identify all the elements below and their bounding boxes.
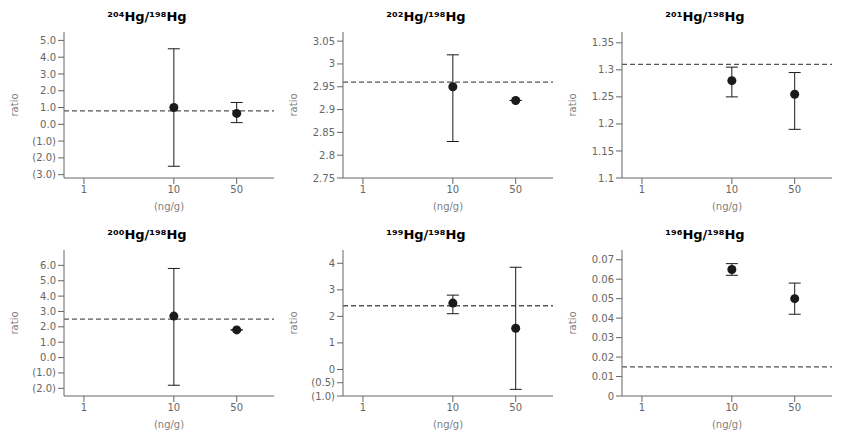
svg-text:3: 3 (329, 58, 335, 69)
svg-text:(ng/g): (ng/g) (154, 419, 184, 430)
svg-text:3.05: 3.05 (313, 36, 335, 47)
svg-text:10: 10 (167, 184, 180, 195)
html-text:¹⁹⁶Hg/¹⁹⁸Hg: ¹⁹⁶Hg/¹⁹⁸Hg (665, 227, 745, 242)
svg-text:50: 50 (509, 402, 522, 413)
html-text:¹⁹⁹Hg/¹⁹⁸Hg: ¹⁹⁹Hg/¹⁹⁸Hg (386, 227, 466, 242)
svg-text:(1.0): (1.0) (32, 367, 56, 378)
svg-text:50: 50 (509, 184, 522, 195)
svg-text:(ng/g): (ng/g) (712, 201, 742, 212)
svg-text:1.25: 1.25 (592, 91, 614, 102)
svg-text:(2.0): (2.0) (32, 152, 56, 163)
svg-text:4.0: 4.0 (40, 52, 56, 63)
svg-text:4: 4 (329, 258, 335, 269)
svg-text:5.0: 5.0 (40, 35, 56, 46)
svg-text:1: 1 (329, 337, 335, 348)
html-text:²⁰⁰Hg/¹⁹⁸Hg: ²⁰⁰Hg/¹⁹⁸Hg (107, 227, 187, 242)
svg-text:ratio: ratio (9, 93, 20, 116)
svg-text:2.95: 2.95 (313, 81, 335, 92)
svg-text:10: 10 (725, 184, 738, 195)
svg-text:2: 2 (329, 311, 335, 322)
svg-text:1.3: 1.3 (598, 64, 614, 75)
svg-text:0.04: 0.04 (592, 313, 614, 324)
svg-text:50: 50 (788, 184, 801, 195)
svg-text:1: 1 (81, 402, 87, 413)
svg-text:(ng/g): (ng/g) (154, 201, 184, 212)
svg-text:0.03: 0.03 (592, 332, 614, 343)
svg-text:1: 1 (360, 184, 366, 195)
svg-text:(ng/g): (ng/g) (433, 201, 463, 212)
html-text:²⁰⁴Hg/¹⁹⁸Hg: ²⁰⁴Hg/¹⁹⁸Hg (107, 9, 187, 24)
svg-text:10: 10 (167, 402, 180, 413)
svg-text:(0.5): (0.5) (311, 377, 335, 388)
svg-text:3.0: 3.0 (40, 306, 56, 317)
svg-text:6.0: 6.0 (40, 260, 56, 271)
svg-text:2.0: 2.0 (40, 85, 56, 96)
svg-text:10: 10 (446, 184, 459, 195)
svg-text:10: 10 (446, 402, 459, 413)
svg-text:(ng/g): (ng/g) (712, 419, 742, 430)
svg-text:10: 10 (725, 402, 738, 413)
svg-text:0.05: 0.05 (592, 293, 614, 304)
svg-text:0.01: 0.01 (592, 371, 614, 382)
svg-text:50: 50 (230, 402, 243, 413)
svg-text:ratio: ratio (567, 311, 578, 334)
svg-text:1: 1 (639, 184, 645, 195)
svg-text:4.0: 4.0 (40, 291, 56, 302)
svg-text:1.1: 1.1 (598, 173, 614, 184)
svg-text:2.9: 2.9 (319, 104, 335, 115)
svg-text:0: 0 (329, 364, 335, 375)
svg-text:50: 50 (788, 402, 801, 413)
svg-text:2.85: 2.85 (313, 127, 335, 138)
svg-text:5.0: 5.0 (40, 275, 56, 286)
svg-text:0: 0 (608, 391, 614, 402)
svg-text:1: 1 (639, 402, 645, 413)
svg-text:50: 50 (230, 184, 243, 195)
svg-text:1: 1 (360, 402, 366, 413)
svg-text:ratio: ratio (288, 311, 299, 334)
svg-text:0.07: 0.07 (592, 254, 614, 265)
svg-text:ratio: ratio (9, 311, 20, 334)
svg-text:2.8: 2.8 (319, 150, 335, 161)
svg-text:ratio: ratio (567, 93, 578, 116)
svg-text:(1.0): (1.0) (32, 136, 56, 147)
svg-text:1.2: 1.2 (598, 118, 614, 129)
svg-text:0.02: 0.02 (592, 352, 614, 363)
html-text:²⁰²Hg/¹⁹⁸Hg: ²⁰²Hg/¹⁹⁸Hg (386, 9, 466, 24)
svg-text:0.06: 0.06 (592, 274, 614, 285)
svg-text:1.0: 1.0 (40, 102, 56, 113)
svg-text:(3.0): (3.0) (32, 169, 56, 180)
svg-text:1.35: 1.35 (592, 37, 614, 48)
svg-text:ratio: ratio (288, 93, 299, 116)
svg-text:1.0: 1.0 (40, 337, 56, 348)
svg-text:3: 3 (329, 284, 335, 295)
svg-text:0.0: 0.0 (40, 119, 56, 130)
svg-text:(1.0): (1.0) (311, 391, 335, 402)
svg-text:1: 1 (81, 184, 87, 195)
svg-text:3.0: 3.0 (40, 69, 56, 80)
svg-text:(ng/g): (ng/g) (433, 419, 463, 430)
svg-text:2.75: 2.75 (313, 173, 335, 184)
svg-text:0.0: 0.0 (40, 352, 56, 363)
svg-text:1.15: 1.15 (592, 146, 614, 157)
html-text:²⁰¹Hg/¹⁹⁸Hg: ²⁰¹Hg/¹⁹⁸Hg (665, 9, 745, 24)
svg-text:(2.0): (2.0) (32, 383, 56, 394)
svg-text:2.0: 2.0 (40, 321, 56, 332)
